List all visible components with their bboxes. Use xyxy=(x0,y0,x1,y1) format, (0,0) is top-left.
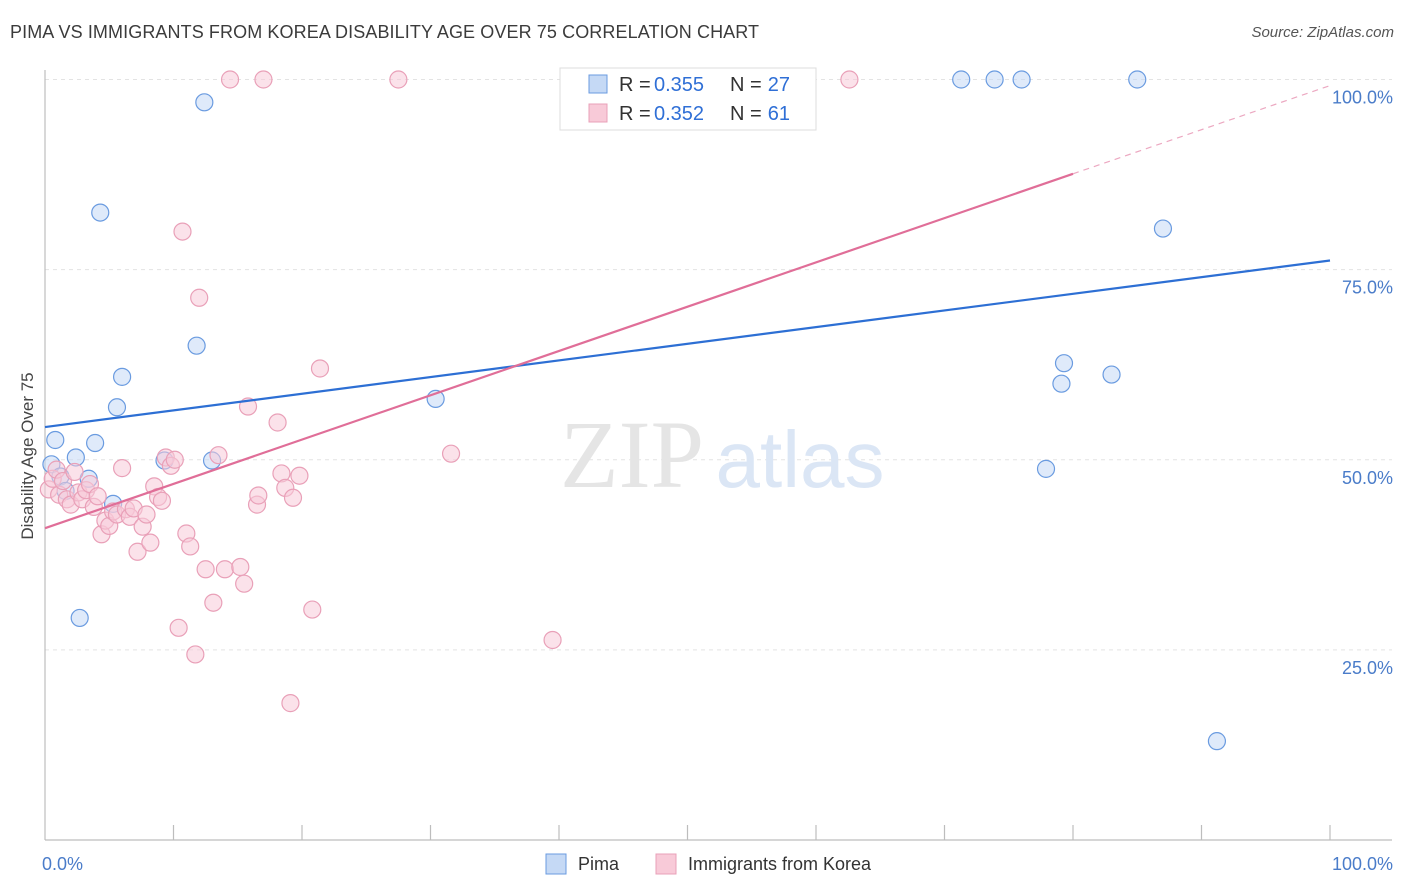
bottom-legend-swatch[interactable] xyxy=(655,853,677,875)
korea-trend-line xyxy=(44,172,1074,530)
pima-trend-line xyxy=(44,259,1331,429)
y-tick-label: 50.0% xyxy=(1342,468,1393,488)
legend-r-value: 0.352 xyxy=(654,103,704,125)
korea-point xyxy=(220,70,240,89)
chart-title: PIMA VS IMMIGRANTS FROM KOREA DISABILITY… xyxy=(10,22,760,42)
pima-point xyxy=(86,433,105,453)
korea-point xyxy=(268,413,287,432)
korea-point xyxy=(112,459,132,478)
source-credit: Source: ZipAtlas.com xyxy=(1251,24,1394,41)
korea-point xyxy=(165,450,184,469)
korea-point xyxy=(65,462,84,482)
y-tick-label: 25.0% xyxy=(1342,658,1393,678)
korea-point xyxy=(543,630,562,650)
x-tick-label-min: 0.0% xyxy=(42,854,83,874)
pima-point xyxy=(1128,70,1147,89)
pima-point xyxy=(1012,70,1031,89)
pima-point xyxy=(46,430,65,450)
legend-r-value: 0.355 xyxy=(654,74,704,96)
pima-point xyxy=(952,70,971,89)
korea-point xyxy=(128,542,147,561)
korea-point xyxy=(840,70,859,89)
korea-point xyxy=(310,359,330,378)
korea-point xyxy=(283,488,303,507)
legend-n-value: 27 xyxy=(768,74,790,96)
x-tick-label-max: 100.0% xyxy=(1332,854,1393,874)
legend-n-label: N = xyxy=(730,103,762,125)
legend-swatch xyxy=(588,74,608,94)
y-axis-label: Disability Age Over 75 xyxy=(18,372,37,539)
trend-lines xyxy=(44,85,1331,530)
legend-r-label: R = xyxy=(619,103,651,125)
axes xyxy=(44,70,1392,841)
korea-point xyxy=(141,533,160,552)
korea-point xyxy=(169,618,188,637)
korea-point xyxy=(209,446,228,465)
korea-point xyxy=(196,560,215,579)
korea-point xyxy=(173,222,192,241)
pima-point xyxy=(1052,374,1071,393)
pima-point xyxy=(1036,459,1056,478)
korea-point xyxy=(88,487,107,506)
pima-point xyxy=(1054,354,1074,373)
korea-point xyxy=(215,560,234,579)
legend-swatch xyxy=(588,103,608,123)
pima-point xyxy=(70,608,89,628)
korea-point xyxy=(235,574,254,593)
pima-point xyxy=(985,70,1004,89)
y-tick-label: 100.0% xyxy=(1332,88,1393,108)
korea-point xyxy=(204,593,223,612)
korea-trend-extension xyxy=(1072,85,1331,175)
y-tick-label: 75.0% xyxy=(1342,278,1393,298)
korea-point xyxy=(281,694,300,713)
korea-point xyxy=(231,557,250,577)
pima-point xyxy=(187,336,206,355)
bottom-legend-label[interactable]: Immigrants from Korea xyxy=(688,854,872,874)
pima-point xyxy=(112,367,132,386)
korea-point xyxy=(303,600,322,619)
pima-point xyxy=(91,203,110,222)
x-tick-labels: 0.0% 100.0% xyxy=(42,854,1393,874)
korea-point xyxy=(254,70,273,89)
bottom-legend-label[interactable]: Pima xyxy=(578,854,620,874)
korea-point xyxy=(186,645,205,664)
bottom-legend[interactable]: Pima Immigrants from Korea xyxy=(545,853,872,875)
pima-point xyxy=(1102,365,1121,384)
korea-point xyxy=(290,466,309,485)
bottom-legend-swatch[interactable] xyxy=(545,853,567,875)
data-points xyxy=(39,70,1227,751)
pima-point xyxy=(195,93,214,112)
watermark-atlas: atlas xyxy=(716,415,885,504)
korea-point xyxy=(152,491,172,510)
legend-n-label: N = xyxy=(730,74,762,96)
y-tick-labels: 25.0% 50.0% 75.0% 100.0% xyxy=(1332,88,1393,678)
watermark-zip: ZIP xyxy=(560,401,704,508)
korea-point xyxy=(249,486,268,505)
korea-point xyxy=(137,505,156,524)
watermark: ZIP atlas xyxy=(560,401,884,508)
legend: R = 0.355 N = 27 R = 0.352 N = 61 xyxy=(559,67,817,131)
pima-point xyxy=(1207,732,1227,751)
pima-point xyxy=(1153,219,1173,238)
korea-point xyxy=(389,70,408,89)
pima-point xyxy=(107,398,127,417)
legend-n-value: 61 xyxy=(768,103,790,125)
legend-r-label: R = xyxy=(619,74,651,96)
korea-point xyxy=(181,537,200,556)
korea-point xyxy=(190,288,209,307)
korea-point xyxy=(441,444,461,463)
